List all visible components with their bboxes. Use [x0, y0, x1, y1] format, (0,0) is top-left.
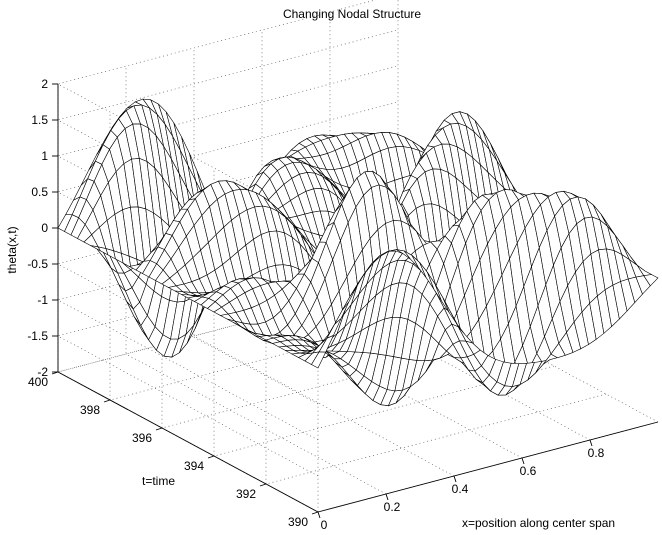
x-tick-mark: [453, 475, 457, 483]
z-tick-label: 2: [41, 77, 48, 91]
x-tick-label: 0.8: [588, 446, 605, 460]
y-axis-line: [57, 371, 319, 513]
y-tick-mark: [311, 511, 319, 515]
x-tick-label: 0.4: [452, 482, 469, 496]
z-tick-label: -1.5: [27, 329, 48, 343]
y-axis-label: t=time: [142, 474, 175, 488]
z-tick-label: -2: [37, 365, 48, 379]
y-tick-label: 396: [132, 431, 152, 445]
z-tick-label: -1: [37, 293, 48, 307]
x-tick-mark: [385, 493, 389, 501]
y-tick-label: 394: [184, 459, 204, 473]
x-tick-mark: [317, 511, 321, 519]
tick-labels: 0 0.2 0.4 0.6 0.8 390 392 394 396 398 400 2 1.5 1 0.5 0…: [27, 77, 604, 532]
y-tick-mark: [155, 427, 163, 431]
x-axis-label: x=position along center span: [462, 516, 615, 530]
x-tick-label: 0: [321, 518, 328, 532]
surface-mesh: [57, 98, 659, 407]
y-tick-mark: [207, 455, 215, 459]
x-tick-mark: [589, 439, 593, 447]
y-tick-mark: [103, 399, 111, 403]
y-tick-label: 392: [236, 487, 256, 501]
mesh-cell: [643, 274, 659, 287]
y-tick-mark: [259, 483, 267, 487]
x-tick-label: 0.2: [384, 500, 401, 514]
z-tick-label: 0: [41, 221, 48, 235]
chart-title: Changing Nodal Structure: [283, 7, 421, 21]
z-axis-label: theta(x,t): [5, 226, 19, 273]
x-tick-mark: [521, 457, 525, 465]
z-tick-label: 1.5: [31, 113, 48, 127]
z-tick-label: 0.5: [31, 185, 48, 199]
x-axis-line: [317, 421, 659, 513]
z-tick-label: -0.5: [27, 257, 48, 271]
y-tick-label: 400: [28, 375, 48, 389]
y-tick-label: 390: [288, 515, 308, 529]
y-tick-label: 398: [80, 403, 100, 417]
x-tick-label: 0.6: [520, 464, 537, 478]
z-tick-label: 1: [41, 149, 48, 163]
